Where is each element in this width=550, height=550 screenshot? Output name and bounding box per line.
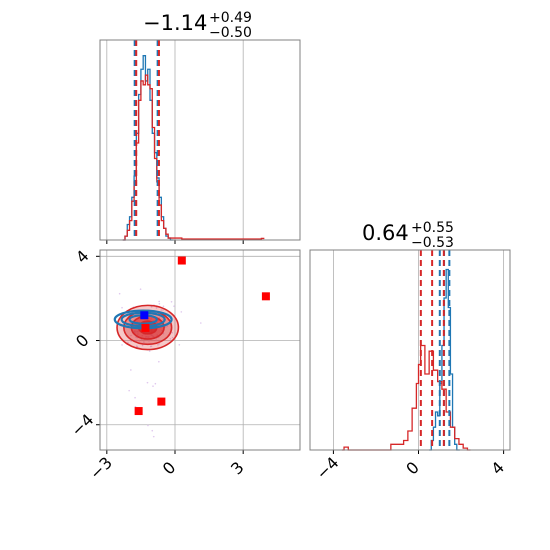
scatter-point <box>160 309 163 311</box>
scatter-point-outlier <box>134 396 136 399</box>
scatter-point-outlier <box>147 424 149 427</box>
histogram-param-1-series-b <box>122 74 265 241</box>
scatter-point-outlier <box>146 381 149 384</box>
scatter-point <box>139 288 142 290</box>
scatter-point-outlier <box>152 435 155 438</box>
scatter-point <box>171 336 174 339</box>
marginal-panel-param-2: −4 0 4 <box>309 249 511 483</box>
scatter-point-outlier <box>151 429 154 432</box>
scatter-point-outlier <box>158 360 160 363</box>
scatter-point <box>162 309 164 311</box>
scatter-point <box>140 338 143 341</box>
marker-red-2 <box>134 407 143 416</box>
scatter-point <box>173 305 175 307</box>
scatter-point <box>180 311 183 313</box>
scatter-point <box>157 344 159 346</box>
scatter-point <box>164 326 167 328</box>
scatter-point <box>169 337 172 340</box>
x-tick-label-right-1: 0 <box>402 458 423 479</box>
scatter-point-outlier <box>130 369 132 371</box>
scatter-point <box>148 340 150 342</box>
scatter-point <box>158 300 160 303</box>
scatter-point <box>136 345 139 348</box>
x-tick-label-right-0: −4 <box>312 453 342 483</box>
x-tick-label-joint-1: 0 <box>159 458 180 479</box>
scatter-point <box>127 341 129 344</box>
scatter-point <box>143 341 145 343</box>
title-param-1: −1.14 +0.49 −0.50 <box>143 10 252 41</box>
scatter-point-outlier <box>154 382 157 385</box>
scatter-point <box>148 350 151 352</box>
frame-right <box>309 249 511 451</box>
x-tick-label-right-2: 4 <box>487 458 508 479</box>
title-param-2-err-up: +0.55 <box>411 220 454 236</box>
y-tick-label-joint-1: 0 <box>72 331 93 352</box>
scatter-point <box>135 339 137 342</box>
scatter-point <box>141 344 144 347</box>
title-param-2-err-down: −0.53 <box>411 235 454 251</box>
scatter-point <box>200 322 202 324</box>
scatter-point <box>158 302 161 305</box>
joint-panel: −3 0 3 4 0 −4 <box>67 246 301 483</box>
title-param-1-err-down: −0.50 <box>209 25 252 41</box>
scatter-point <box>155 339 157 342</box>
scatter-point <box>149 345 152 348</box>
scatter-point <box>138 340 141 342</box>
y-tick-label-joint-0: 4 <box>72 246 93 267</box>
title-param-1-err-up: +0.49 <box>209 10 252 26</box>
scatter-point <box>170 301 173 303</box>
title-param-1-value: −1.14 <box>143 11 207 35</box>
y-tick-label-joint-2: −4 <box>67 410 97 440</box>
marginal-panel-param-1 <box>99 39 301 244</box>
marker-red-4 <box>141 323 150 332</box>
marker-red-1 <box>261 292 270 301</box>
title-param-2-value: 0.64 <box>362 221 409 245</box>
marker-red-0 <box>177 256 186 265</box>
scatter-point-outlier <box>134 405 137 408</box>
scatter-point <box>178 344 181 346</box>
scatter-point-outlier <box>152 385 154 387</box>
x-tick-label-joint-2: 3 <box>227 458 248 479</box>
scatter-point <box>118 292 121 295</box>
scatter-point-outlier <box>128 389 130 392</box>
scatter-point <box>162 332 165 335</box>
title-param-2: 0.64 +0.55 −0.53 <box>362 220 454 251</box>
x-tick-label-joint-0: −3 <box>86 453 116 483</box>
histogram-param-2-series-b <box>341 344 471 451</box>
scatter-point <box>121 344 123 346</box>
frame-top <box>99 39 301 241</box>
scatter-point <box>121 306 123 309</box>
marker-red-3 <box>157 397 166 406</box>
marker-blue <box>140 311 149 320</box>
scatter-point <box>130 334 132 337</box>
frame-joint <box>99 249 301 451</box>
scatter-point <box>171 331 173 334</box>
scatter-point <box>162 305 165 308</box>
scatter-point <box>158 343 160 345</box>
